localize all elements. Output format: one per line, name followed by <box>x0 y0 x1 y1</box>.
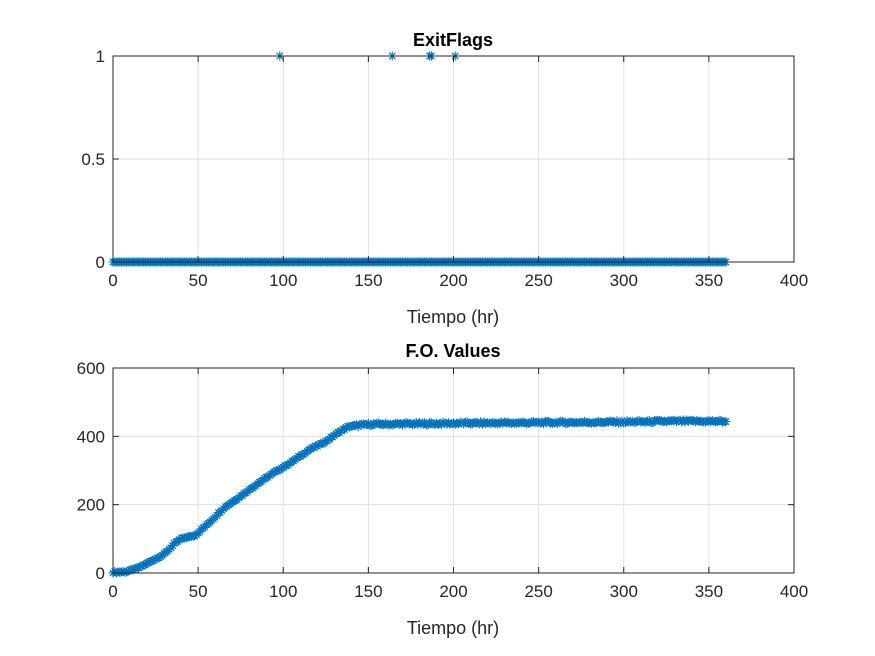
fo-values-data-point <box>273 466 283 476</box>
fo-values-data-point <box>573 418 583 428</box>
exitflags-y-tick-label: 0 <box>96 253 105 272</box>
fo-values-data-point <box>387 420 397 430</box>
fo-values-data-point <box>304 445 314 455</box>
fo-values-data-point <box>246 484 256 494</box>
fo-values-data-point <box>244 484 254 494</box>
fo-values-x-tick-label: 100 <box>269 582 297 601</box>
fo-values-y-tick-label: 600 <box>77 359 105 378</box>
fo-values-title: F.O. Values <box>405 341 500 361</box>
fo-values-data-point <box>358 419 368 429</box>
fo-values-x-tick-label: 0 <box>108 582 117 601</box>
fo-values-x-tick-label: 250 <box>524 582 552 601</box>
fo-values-data-point <box>549 418 559 428</box>
exitflags-y-tick-label: 1 <box>96 47 105 66</box>
fo-values-data-point <box>593 416 603 426</box>
fo-values-data-point <box>229 496 239 506</box>
fo-values-data-point <box>254 477 264 487</box>
fo-values-data-point <box>186 532 196 542</box>
fo-values-x-tick-label: 200 <box>439 582 467 601</box>
exitflags-x-axis-label: Tiempo (hr) <box>407 307 499 327</box>
fo-values-data-point <box>195 527 205 537</box>
fo-values-y-tick-label: 400 <box>77 427 105 446</box>
fo-values-data-point <box>609 417 619 427</box>
fo-values-data-point <box>561 419 571 429</box>
fo-values-x-tick-label: 50 <box>189 582 208 601</box>
fo-values-data-point <box>455 417 465 427</box>
fo-values-data-point <box>515 418 525 428</box>
fo-values-x-axis-label: Tiempo (hr) <box>407 618 499 638</box>
fo-values-x-tick-label: 300 <box>610 582 638 601</box>
exitflags-x-tick-label: 300 <box>610 271 638 290</box>
fo-values-data-point <box>612 416 622 426</box>
exitflags-y-tick-label: 0.5 <box>81 150 105 169</box>
fo-values-data-point <box>122 567 132 577</box>
fo-values-data-point <box>212 511 222 521</box>
fo-values-data-point <box>488 417 498 427</box>
fo-values-data-point <box>566 417 576 427</box>
fo-values-data-point <box>220 502 230 512</box>
fo-values-data-point <box>641 417 651 427</box>
fo-values-data-point <box>389 419 399 429</box>
fo-values-x-tick-label: 400 <box>780 582 808 601</box>
exitflags-x-tick-label: 100 <box>269 271 297 290</box>
exitflags-x-tick-label: 50 <box>189 271 208 290</box>
exitflags-x-tick-label: 200 <box>439 271 467 290</box>
fo-values-data-point <box>643 416 653 426</box>
fo-values-data-point <box>522 419 532 429</box>
exitflags-x-tick-label: 350 <box>695 271 723 290</box>
fo-values-data-point <box>539 419 549 429</box>
fo-values-data-point <box>408 420 418 430</box>
fo-values-data-point <box>142 558 152 568</box>
fo-values-data-point <box>683 416 693 426</box>
exitflags-x-tick-label: 250 <box>524 271 552 290</box>
fo-values-data-point <box>535 418 545 428</box>
fo-values-data-point <box>445 419 455 429</box>
fo-values-y-tick-label: 200 <box>77 496 105 515</box>
fo-values-plot: 0 50 100 150 200 250 300 350 400 0 200 400 600 F.O. V… <box>77 341 809 638</box>
fo-values-data-point <box>614 418 624 428</box>
fo-values-x-tick-label: 350 <box>695 582 723 601</box>
fo-values-data-point <box>416 419 426 429</box>
exitflags-x-tick-label: 0 <box>108 271 117 290</box>
fo-values-data-point <box>426 418 436 428</box>
fo-values-y-tick-label: 0 <box>96 564 105 583</box>
fo-values-data-point <box>503 417 513 427</box>
fo-values-data-point <box>518 417 528 427</box>
fo-values-x-tick-label: 150 <box>354 582 382 601</box>
fo-values-data-point <box>345 422 355 432</box>
exitflags-x-tick-label: 400 <box>780 271 808 290</box>
exitflags-title: ExitFlags <box>413 30 493 50</box>
fo-values-markers <box>108 415 731 578</box>
exitflags-x-tick-label: 150 <box>354 271 382 290</box>
fo-values-data-point <box>632 416 642 426</box>
fo-values-data-point <box>721 417 731 427</box>
exitflags-plot: 0 50 100 150 200 250 300 350 400 0 0.5 1 ExitFlags Ti… <box>81 30 808 327</box>
